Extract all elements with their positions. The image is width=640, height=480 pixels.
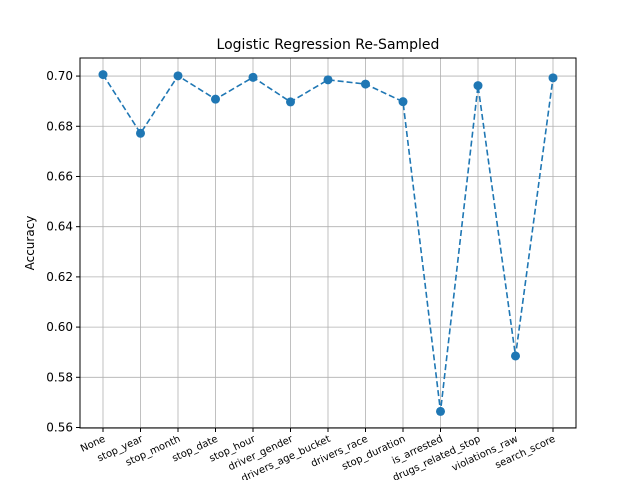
y-tick-label: 0.58 [46, 370, 73, 384]
data-point [548, 73, 558, 83]
y-tick-label: 0.62 [46, 270, 73, 284]
y-axis-label: Accuracy [23, 216, 37, 271]
data-point [173, 71, 183, 81]
data-point [323, 75, 333, 85]
chart-title: Logistic Regression Re-Sampled [217, 37, 440, 53]
data-point [361, 79, 370, 89]
grid [80, 58, 576, 428]
axis-ticks: Nonestop_yearstop_monthstop_datestop_hou… [46, 69, 557, 480]
data-point [436, 406, 445, 416]
data-point [286, 97, 295, 107]
data-point [136, 128, 145, 138]
data-point [211, 94, 220, 104]
y-tick-label: 0.60 [46, 320, 73, 334]
data-point [98, 70, 108, 80]
y-tick-label: 0.70 [46, 69, 73, 83]
data-point [473, 81, 483, 91]
y-tick-label: 0.68 [46, 119, 73, 133]
data-point [398, 97, 408, 107]
data-point [248, 72, 258, 82]
data-point [511, 351, 520, 361]
y-tick-label: 0.56 [46, 420, 73, 434]
y-tick-label: 0.64 [46, 220, 73, 234]
y-tick-label: 0.66 [46, 169, 73, 183]
data-series [98, 70, 558, 416]
